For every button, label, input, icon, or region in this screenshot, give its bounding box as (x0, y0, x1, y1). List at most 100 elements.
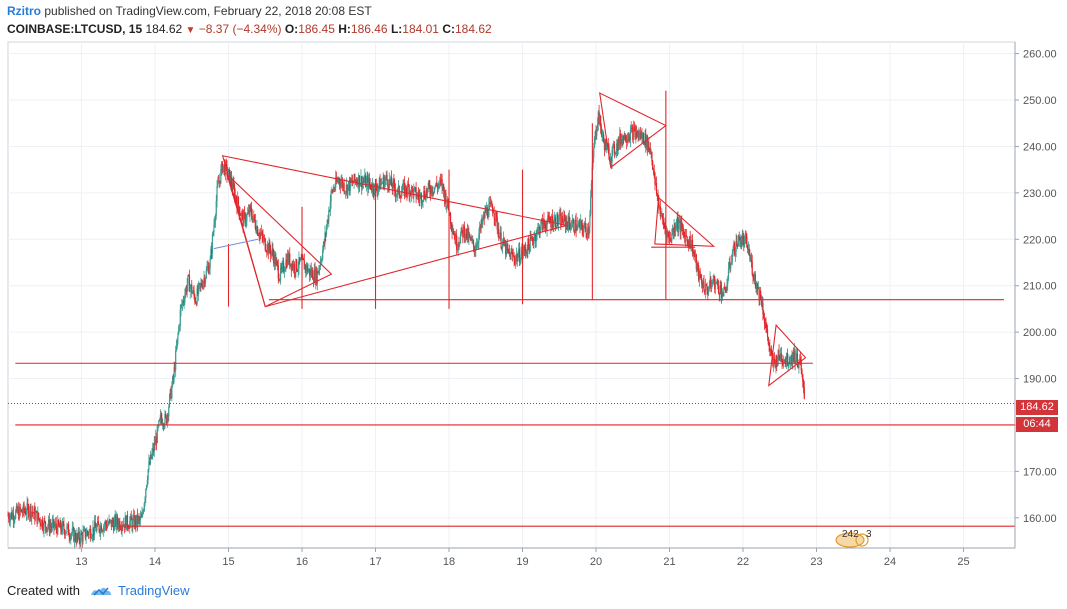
candle-body (418, 196, 420, 200)
candle-body (652, 169, 655, 171)
candle-body (599, 115, 601, 124)
candle-body (511, 252, 514, 256)
candle-body (50, 525, 52, 527)
candle-body (276, 261, 279, 266)
symbol-name[interactable]: COINBASE:LTCUSD, 15 (7, 22, 143, 36)
candle-body (353, 174, 355, 183)
candle-body (394, 189, 397, 196)
candle-body (782, 361, 784, 364)
tradingview-link[interactable]: TradingView (117, 583, 190, 598)
candle-body (596, 130, 598, 136)
low-label: L: (390, 22, 403, 36)
candle-body (224, 162, 227, 175)
candle-body (391, 186, 393, 190)
candle-body (594, 131, 596, 138)
candle-body (423, 190, 425, 201)
candle-body (662, 219, 665, 225)
candle-body (676, 217, 678, 226)
candle-body (119, 521, 121, 529)
candle-body (438, 184, 440, 186)
candle-body (766, 328, 768, 330)
candle-body (377, 188, 379, 193)
candle-body (30, 506, 32, 518)
candle-body (475, 244, 478, 250)
candle-body (461, 227, 463, 231)
candle-body (167, 414, 169, 417)
candle-body (665, 230, 668, 239)
candle-body (571, 221, 573, 227)
candle-body (147, 469, 149, 480)
candle-body (88, 530, 90, 535)
open-value: 186.45 (298, 22, 335, 36)
candle-body (8, 515, 10, 520)
candle-body (339, 183, 341, 187)
candle-body (220, 169, 222, 183)
candle-body (322, 242, 325, 250)
candle-body (508, 252, 511, 253)
x-tick-label: 20 (590, 556, 602, 568)
candle-body (423, 190, 426, 198)
candle-body (661, 214, 663, 216)
candle-body (552, 226, 554, 229)
candle-body (225, 162, 227, 165)
candle-body (560, 213, 562, 227)
candle-body (206, 268, 208, 270)
candle-body (323, 242, 325, 244)
candle-body (575, 219, 577, 231)
candle-body (96, 526, 98, 532)
candle-body (287, 254, 289, 263)
candle-body (260, 233, 262, 235)
candle-body (478, 233, 480, 243)
candle-body (208, 266, 210, 274)
candle-body (183, 302, 185, 303)
candle-body (19, 506, 21, 511)
candle-body (361, 176, 363, 188)
candle-body (515, 254, 518, 259)
candle-body (257, 226, 259, 236)
author-name[interactable]: Rzitro (7, 4, 41, 18)
candle-body (742, 236, 744, 239)
candle-body (100, 525, 103, 532)
candle-body (521, 249, 523, 255)
candle-body (51, 522, 54, 528)
candle-body (313, 269, 315, 282)
candle-body (679, 220, 681, 233)
candle-body (41, 519, 44, 529)
candle-body (192, 290, 194, 293)
candle-body (24, 511, 26, 512)
candle-body (772, 357, 774, 367)
price-change: −8.37 (−4.34%) (198, 22, 282, 36)
candle-body (727, 278, 729, 285)
candle-body (33, 507, 35, 514)
tradingview-logo-icon[interactable] (90, 584, 112, 598)
candle-body (748, 248, 750, 255)
candle-body (663, 224, 665, 226)
candle-body (106, 524, 109, 528)
candle-body (191, 284, 193, 294)
candle-body (35, 511, 37, 513)
trendline-drawings (8, 90, 1015, 527)
candle-body (365, 179, 367, 188)
candle-body (400, 196, 402, 198)
candle-body (304, 265, 306, 270)
candle-body (581, 223, 583, 230)
candle-body (156, 426, 158, 443)
candle-body (84, 528, 86, 538)
candle-body (52, 519, 54, 523)
candle-body (454, 236, 456, 244)
candle-body (773, 358, 776, 362)
candle-body (178, 326, 180, 334)
y-tick-label: 250.00 (1023, 95, 1057, 107)
candle-body (614, 153, 616, 155)
candle-body (219, 180, 221, 183)
candle-body (270, 250, 272, 256)
candle-body (141, 514, 143, 518)
candle-body (800, 361, 802, 371)
candle-body (803, 387, 805, 399)
candle-body (109, 519, 111, 521)
candle-body (25, 513, 27, 515)
candle-body (137, 517, 139, 525)
candle-body (264, 238, 266, 251)
candle-body (243, 212, 246, 214)
